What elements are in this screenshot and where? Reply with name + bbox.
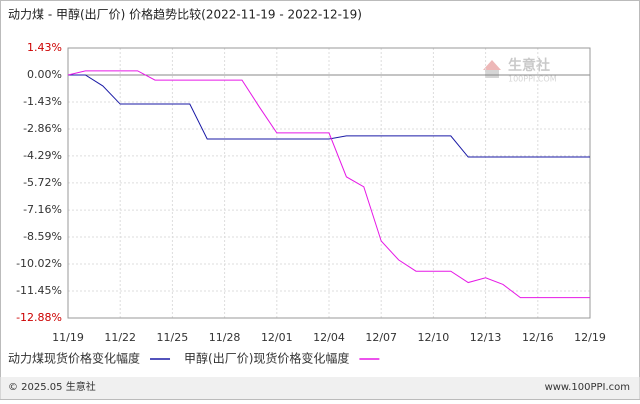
watermark: 生意社 100PPI.COM [483,57,557,84]
x-tick-label: 12/19 [574,331,606,344]
watermark-icon [485,70,499,78]
x-tick-label: 11/22 [104,331,136,344]
y-tick-label: -7.16% [23,203,62,216]
x-tick-label: 11/25 [157,331,189,344]
y-tick-label: 1.43% [27,41,62,54]
x-tick-label: 12/04 [313,331,345,344]
x-tick-label: 12/10 [418,331,450,344]
watermark-brand: 生意社 [508,57,550,74]
chart-title: 动力煤 - 甲醇(出厂价) 价格趋势比较(2022-11-19 - 2022-1… [8,7,362,22]
x-tick-label: 12/07 [365,331,397,344]
y-tick-label: -12.88% [16,311,62,324]
x-tick-label: 12/01 [261,331,293,344]
y-tick-label: -11.45% [16,284,62,297]
footer-copyright: © 2025.05 生意社 [8,380,96,393]
y-tick-label: 0.00% [27,68,62,81]
legend-label: 甲醇(出厂价)现货价格变化幅度 [184,351,349,366]
series-line [67,70,590,299]
watermark-site: 100PPI.COM [508,75,557,84]
x-tick-label: 11/28 [209,331,241,344]
footer-bar [0,377,640,399]
x-tick-label: 11/19 [52,331,84,344]
footer-website: www.100PPI.com [545,382,630,393]
x-tick-label: 12/16 [522,331,554,344]
watermark-icon [483,60,501,70]
y-tick-label: -5.72% [23,176,62,189]
y-tick-label: -8.59% [23,230,62,243]
y-tick-label: -10.02% [16,257,62,270]
legend-label: 动力煤现货价格变化幅度 [8,351,140,366]
y-tick-label: -1.43% [23,95,62,108]
x-tick-label: 12/13 [470,331,502,344]
series-line [68,74,590,158]
y-tick-label: -2.86% [23,122,62,135]
plot-border [67,47,591,319]
y-tick-label: -4.29% [23,149,62,162]
